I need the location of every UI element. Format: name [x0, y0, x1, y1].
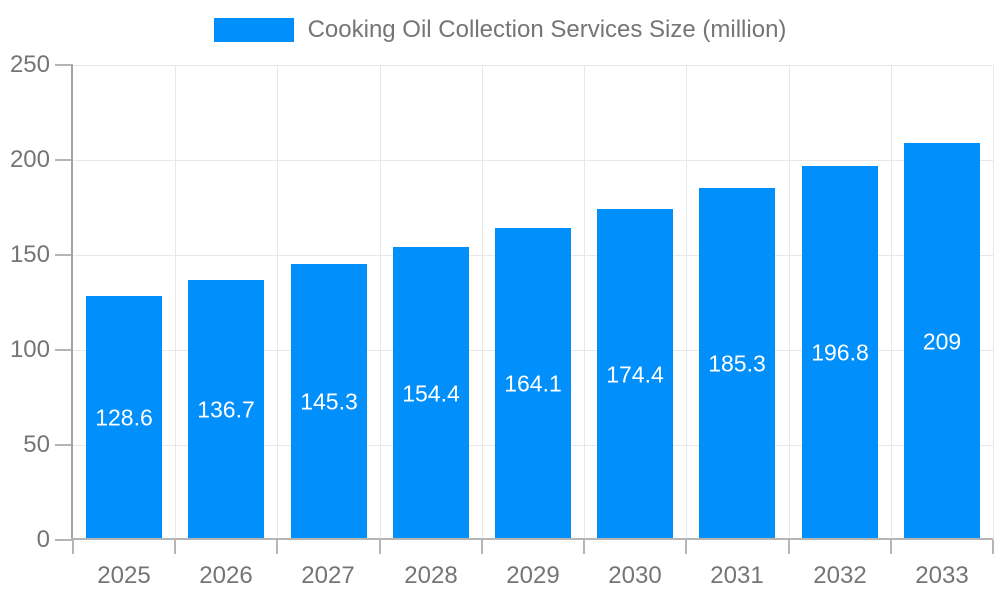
gridline-v-4	[482, 65, 483, 540]
x-axis-label-2033: 2033	[915, 562, 969, 589]
gridline-v-5	[584, 65, 585, 540]
x-axis-line	[71, 538, 993, 540]
y-axis-label-150: 150	[9, 241, 50, 268]
x-tick-2	[276, 540, 278, 554]
y-tick-150	[55, 254, 73, 256]
bar-2025[interactable]: 128.6	[86, 296, 162, 540]
bar-value-label-2027: 145.3	[300, 388, 358, 415]
x-axis-label-2032: 2032	[813, 562, 867, 589]
legend-label: Cooking Oil Collection Services Size (mi…	[307, 16, 787, 43]
gridline-v-8	[891, 65, 892, 540]
bar-2031[interactable]: 185.3	[699, 188, 775, 540]
bar-value-label-2030: 174.4	[606, 361, 664, 387]
bar-2029[interactable]: 164.1	[495, 228, 571, 540]
y-axis-label-0: 0	[36, 526, 50, 553]
y-axis-label-200: 200	[9, 146, 50, 173]
gridline-h-200	[73, 160, 993, 161]
y-tick-0	[55, 539, 73, 541]
bar-2028[interactable]: 154.4	[393, 247, 469, 540]
bar-value-label-2031: 185.3	[708, 350, 766, 377]
gridline-v-2	[277, 65, 278, 540]
x-tick-0	[72, 540, 74, 554]
gridline-v-6	[686, 65, 687, 540]
x-tick-3	[379, 540, 381, 554]
y-tick-50	[55, 444, 73, 446]
x-axis-label-2029: 2029	[506, 562, 560, 589]
y-tick-100	[55, 349, 73, 351]
x-axis-label-2031: 2031	[710, 562, 764, 589]
gridline-h-250	[73, 65, 993, 66]
x-tick-7	[788, 540, 790, 554]
gridline-v-7	[789, 65, 790, 540]
x-axis-label-2027: 2027	[301, 562, 355, 589]
legend-swatch-icon	[213, 18, 294, 42]
y-tick-250	[55, 64, 73, 66]
x-axis-label-2025: 2025	[97, 562, 151, 589]
y-axis-label-100: 100	[9, 336, 50, 363]
gridline-v-9	[993, 65, 994, 540]
y-axis-line	[71, 65, 73, 540]
gridline-v-1	[175, 65, 176, 540]
x-tick-4	[481, 540, 483, 554]
bar-value-label-2032: 196.8	[811, 339, 869, 366]
gridline-v-3	[380, 65, 381, 540]
bar-2027[interactable]: 145.3	[291, 264, 367, 540]
bar-value-label-2025: 128.6	[95, 404, 153, 431]
bar-value-label-2033: 209	[922, 328, 962, 354]
bar-2026[interactable]: 136.7	[188, 280, 264, 540]
bar-value-label-2029: 164.1	[504, 370, 562, 397]
x-tick-5	[583, 540, 585, 554]
bar-value-label-2026: 136.7	[197, 396, 255, 423]
legend[interactable]: Cooking Oil Collection Services Size (mi…	[0, 16, 1000, 44]
x-axis-label-2028: 2028	[404, 562, 458, 589]
bar-2033[interactable]: 209	[904, 143, 980, 540]
x-axis-label-2030: 2030	[608, 562, 662, 589]
y-axis-label-250: 250	[9, 51, 50, 78]
bar-2030[interactable]: 174.4	[597, 209, 673, 540]
bar-value-label-2028: 154.4	[402, 380, 460, 406]
x-tick-9	[992, 540, 994, 554]
x-tick-1	[174, 540, 176, 554]
bar-2032[interactable]: 196.8	[802, 166, 878, 540]
y-tick-200	[55, 159, 73, 161]
x-tick-6	[685, 540, 687, 554]
y-axis-label-50: 50	[23, 431, 50, 458]
x-tick-8	[890, 540, 892, 554]
x-axis-label-2026: 2026	[199, 562, 253, 589]
